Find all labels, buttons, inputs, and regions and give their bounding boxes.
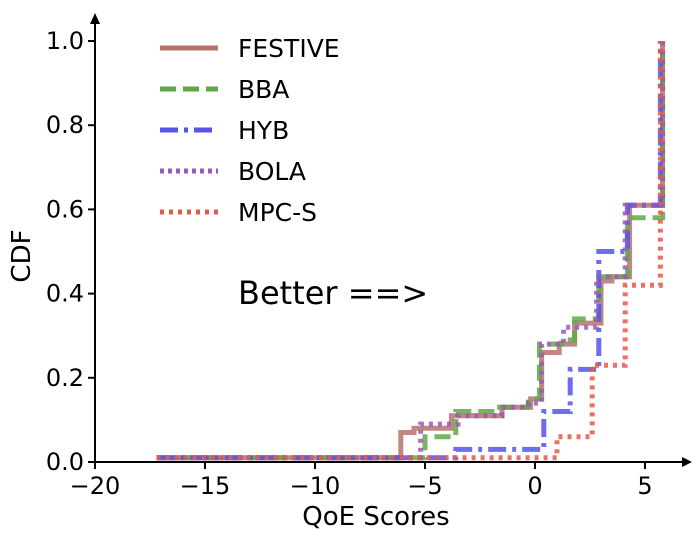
x-tick-label: −15 [180,472,231,500]
x-tick-label: 5 [637,472,652,500]
series-line-festive [156,41,666,461]
y-tick-label: 0.4 [46,280,84,308]
legend-label-festive: FESTIVE [238,34,340,63]
x-tick-label: 0 [527,472,542,500]
x-tick-label: −5 [407,472,442,500]
x-axis-arrowhead [682,457,692,467]
series-line-bba [156,41,666,461]
legend-label-hyb: HYB [238,116,289,145]
legend-label-bola: BOLA [238,157,306,186]
series-line-mpc-s [156,41,663,461]
legend-label-mpc-s: MPC-S [238,198,317,227]
series-line-bola [156,41,666,461]
y-tick-label: 0.6 [46,195,84,223]
legend-label-bba: BBA [238,75,289,104]
y-tick-label: 0.0 [46,448,84,476]
y-tick-label: 1.0 [46,27,84,55]
legend-entry-festive: FESTIVE [160,34,340,63]
x-tick-label: −10 [290,472,341,500]
y-axis-arrowhead [90,13,100,24]
legend: FESTIVE BBA HYB BOLA MPC-S [160,34,340,227]
better-annotation: Better ==> [238,274,428,312]
series-layer [156,41,666,461]
y-axis-title: CDF [7,229,37,282]
y-tick-label: 0.2 [46,364,84,392]
legend-entry-bola: BOLA [160,157,306,186]
legend-entry-hyb: HYB [160,116,289,145]
x-axis-title: QoE Scores [302,502,449,532]
x-tick-label: −20 [70,472,121,500]
legend-entry-mpc-s: MPC-S [160,198,317,227]
legend-entry-bba: BBA [160,75,289,104]
series-line-hyb [156,41,663,461]
y-tick-label: 0.8 [46,111,84,139]
tick-layer: −20 −15 −10 −5 0 5 0.0 0.2 0.4 0.6 0.8 1.0 [46,27,653,500]
